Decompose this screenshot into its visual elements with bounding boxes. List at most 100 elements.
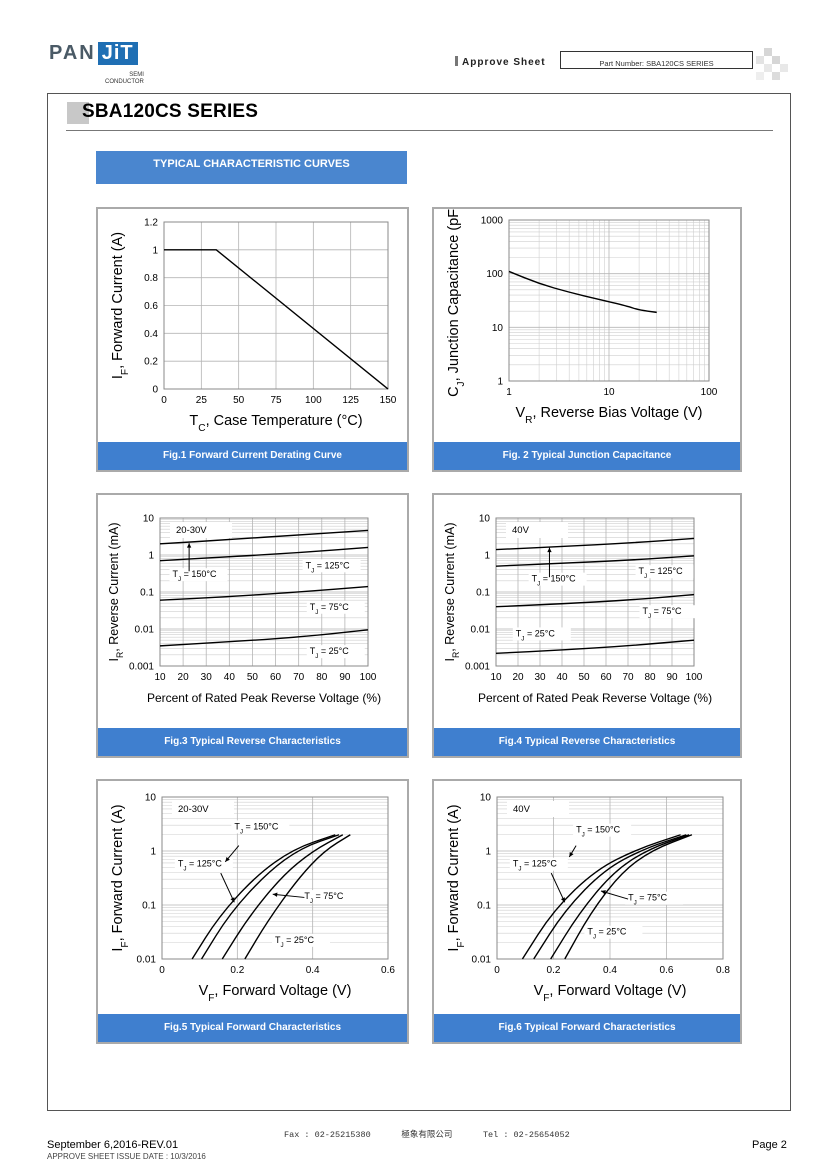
y-tick-label: 0.1 [140, 588, 154, 599]
x-axis-title: Percent of Rated Peak Reverse Voltage (%… [147, 691, 381, 705]
label-backdrop [302, 559, 361, 573]
tel-number: Tel : 02-25654052 [482, 1130, 570, 1140]
y-tick-label: 0.6 [144, 301, 158, 312]
label-backdrop [528, 572, 587, 586]
arrow-head [600, 890, 606, 895]
page-number: Page 2 [752, 1139, 787, 1151]
y-tick-label: 0 [152, 385, 158, 396]
label-backdrop [306, 600, 365, 614]
figure-caption-4: Fig.4 Typical Reverse Characteristics [434, 728, 740, 756]
x-tick-label: 80 [644, 672, 656, 683]
y-tick-label: 0.01 [135, 625, 155, 636]
x-tick-label: 0 [494, 965, 500, 976]
y-tick-label: 10 [479, 514, 491, 525]
x-tick-label: 80 [316, 672, 328, 683]
series-line-2 [533, 834, 687, 960]
voltage-tag: 40V [512, 525, 530, 536]
series-line-3 [159, 585, 369, 601]
x-tick-label: 0.6 [381, 965, 395, 976]
voltage-tag: 40V [513, 804, 531, 815]
logo-pan: PAN [49, 42, 96, 64]
page-title: SBA120CS SERIES [82, 101, 259, 122]
y-tick-label: 0.8 [144, 273, 158, 284]
x-axis-title: VF, Forward Voltage (V) [199, 983, 352, 1004]
label-backdrop [174, 857, 233, 871]
x-tick-label: 20 [178, 672, 190, 683]
y-tick-label: 1 [150, 847, 156, 858]
label-backdrop [625, 891, 684, 905]
y-tick-label: 0.001 [465, 662, 490, 673]
x-tick-label: 1 [506, 387, 512, 398]
annotation-arrow [272, 893, 305, 898]
x-tick-label: 90 [339, 672, 351, 683]
x-tick-label: 0.4 [306, 965, 320, 976]
panjit-logo: PAN JiT SEMI CONDUCTOR [49, 42, 144, 85]
chart-fig1: 0 25 50 75 100 125 150 0 0.2 0.4 0.6 0.8 1 1.2 TC, Cas… [110, 218, 397, 434]
plot-area [496, 796, 724, 960]
label-bar [455, 56, 458, 66]
arrow-head [225, 856, 230, 862]
y-tick-label: 1 [148, 551, 154, 562]
y-tick-label: 0.01 [472, 955, 492, 966]
x-tick-label: 10 [603, 387, 615, 398]
logo-sub-semi: SEMI [129, 72, 144, 78]
y-tick-label: 0.4 [144, 329, 158, 340]
annotation-arrow [550, 872, 566, 903]
figure-caption-6: Fig.6 Typical Forward Characteristics [434, 1014, 740, 1042]
figure-caption-1: Fig.1 Forward Current Derating Curve [98, 442, 407, 470]
figure-panel-2: 1 10 100 1 10 100 1000 VR, Reverse Bias Voltage… [432, 207, 742, 472]
x-tick-label: 90 [666, 672, 678, 683]
y-tick-label: 0.1 [142, 901, 156, 912]
label-backdrop [573, 823, 632, 837]
y-tick-label: 0.01 [137, 955, 157, 966]
x-tick-label: 50 [247, 672, 259, 683]
series-line-3 [221, 834, 344, 960]
label-backdrop [301, 890, 360, 904]
logo-subtitle: SEMI CONDUCTOR [105, 72, 144, 86]
y-axis-title: CJ, Junction Capacitance (pF) [446, 209, 467, 397]
label-backdrop [509, 857, 568, 871]
y-tick-label: 0.2 [144, 357, 158, 368]
arrow-head [547, 547, 552, 553]
x-tick-label: 125 [342, 395, 359, 406]
x-tick-label: 0.4 [603, 965, 617, 976]
y-tick-label: 0.1 [476, 588, 490, 599]
figure-caption-5: Fig.5 Typical Forward Characteristics [98, 1014, 407, 1042]
y-tick-label: 10 [143, 514, 155, 525]
revision-date: September 6,2016-REV.01 [47, 1139, 179, 1151]
x-tick-label: 0.2 [547, 965, 561, 976]
company-name: 極象有限公司 [401, 1130, 453, 1140]
x-tick-label: 50 [233, 395, 245, 406]
x-axis-title: TC, Case Temperature (°C) [189, 413, 362, 434]
series-line-2 [159, 546, 369, 562]
y-axis-title: IR, Reverse Current (mA) [443, 522, 461, 661]
title-marker [67, 102, 89, 124]
series-line-2 [200, 834, 340, 960]
x-tick-label: 0.2 [230, 965, 244, 976]
y-tick-label: 0.1 [477, 901, 491, 912]
approve-sheet-text: Approve Sheet [462, 57, 546, 68]
plot-area [508, 219, 710, 382]
y-tick-label: 10 [145, 793, 157, 804]
x-tick-label: 40 [556, 672, 568, 683]
x-tick-label: 100 [305, 395, 322, 406]
voltage-tag: 20-30V [176, 525, 207, 536]
y-tick-label: 1 [485, 847, 491, 858]
approve-sheet-label: Approve Sheet [455, 56, 546, 68]
plot-area [495, 517, 695, 667]
y-tick-label: 10 [480, 793, 492, 804]
figure-panel-6: 0 0.2 0.4 0.6 0.8 0.01 0.1 1 10 TJ = 150°C TJ = 12… [432, 779, 742, 1044]
x-tick-label: 150 [380, 395, 397, 406]
x-tick-label: 100 [701, 387, 718, 398]
checker-pattern-icon [756, 48, 788, 80]
figure-caption-3: Fig.3 Typical Reverse Characteristics [98, 728, 407, 756]
x-tick-label: 0 [161, 395, 167, 406]
figure-panel-5: 0 0.2 0.4 0.6 0.01 0.1 1 10 TJ = 150°C TJ = 125°C… [96, 779, 409, 1044]
arrow-head [272, 892, 278, 897]
y-axis-title: IF, Forward Current (A) [110, 804, 131, 951]
arrow-head [230, 897, 235, 903]
series-line-2 [495, 555, 695, 567]
x-tick-label: 30 [201, 672, 213, 683]
